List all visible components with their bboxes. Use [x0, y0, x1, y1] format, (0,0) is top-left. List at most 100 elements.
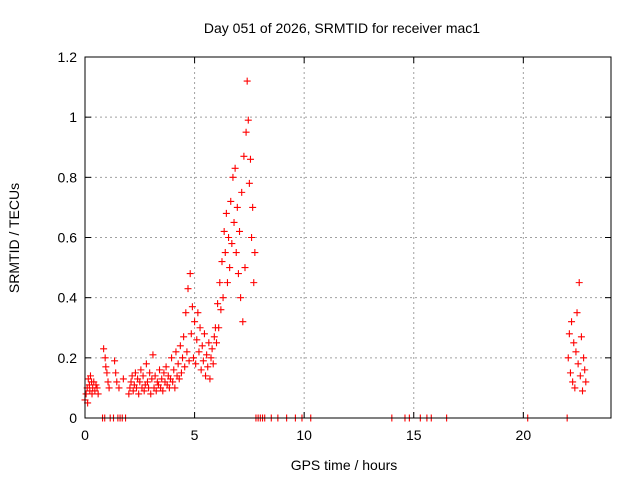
y-tick-label: 1: [69, 109, 77, 125]
data-point: [101, 354, 109, 362]
data-point: [244, 116, 252, 124]
y-tick-label: 0.8: [58, 169, 78, 185]
data-point: [196, 324, 204, 332]
data-point: [231, 164, 239, 172]
data-point: [192, 360, 200, 368]
tick-labels: 0 5 10 15 20 0 0.2 0.4 0.6 0.8 1 1.2: [58, 49, 532, 443]
data-point: [126, 384, 134, 392]
data-point: [185, 357, 193, 365]
data-point: [179, 354, 187, 362]
data-point: [160, 369, 168, 377]
data-point: [575, 279, 583, 287]
data-point: [102, 363, 110, 371]
data-point: [188, 303, 196, 311]
data-point: [243, 77, 251, 85]
data-point: [582, 378, 590, 386]
data-point: [573, 309, 581, 317]
data-point: [143, 378, 151, 386]
data-point: [230, 218, 238, 226]
data-point: [148, 375, 156, 383]
data-point: [94, 390, 102, 398]
data-point: [206, 375, 214, 383]
x-tick-label: 10: [296, 427, 312, 443]
x-axis-label: GPS time / hours: [291, 457, 398, 473]
data-point: [236, 227, 244, 235]
data-point: [232, 249, 240, 257]
data-point: [566, 369, 574, 377]
data-point: [202, 372, 210, 380]
data-point: [105, 384, 113, 392]
data-point: [131, 369, 139, 377]
data-point: [177, 369, 185, 377]
data-point: [184, 285, 192, 293]
y-axis-label: SRMTID / TECUs: [6, 183, 22, 293]
data-point: [199, 357, 207, 365]
y-tick-label: 0.4: [58, 290, 78, 306]
data-point: [151, 372, 159, 380]
data-point: [572, 348, 580, 356]
data-point: [249, 203, 257, 211]
data-point: [226, 264, 234, 272]
data-point: [149, 351, 157, 359]
data-point: [158, 375, 166, 383]
data-point: [139, 372, 147, 380]
y-tick-label: 1.2: [58, 49, 78, 65]
data-point: [207, 354, 215, 362]
data-point: [205, 339, 213, 347]
data-point: [577, 333, 585, 341]
data-point: [251, 249, 259, 257]
data-point: [228, 240, 236, 248]
data-point: [568, 318, 576, 326]
data-point: [189, 354, 197, 362]
data-point: [142, 360, 150, 368]
data-point: [217, 306, 225, 314]
data-point: [213, 339, 220, 347]
data-point: [180, 333, 188, 341]
data-point: [100, 345, 108, 353]
data-point: [579, 387, 587, 395]
data-point: [203, 351, 211, 359]
data-point: [245, 179, 253, 187]
data-point: [174, 360, 182, 368]
data-point: [92, 381, 100, 389]
data-point: [146, 369, 154, 377]
data-point: [111, 357, 119, 365]
data-point: [248, 234, 256, 241]
data-point: [103, 369, 111, 377]
data-point: [115, 384, 123, 392]
data-point: [136, 378, 144, 386]
data-point: [239, 318, 247, 326]
data-point: [204, 363, 212, 371]
data-point: [186, 270, 194, 278]
data-point: [198, 342, 206, 350]
data-point: [171, 384, 179, 392]
data-point: [140, 387, 148, 395]
data-point: [227, 197, 235, 205]
data-point: [181, 363, 189, 371]
data-point: [246, 155, 254, 163]
y-tick-label: 0.2: [58, 350, 78, 366]
data-point: [82, 390, 90, 398]
data-point: [222, 209, 230, 217]
data-point: [191, 318, 199, 326]
data-point: [104, 378, 112, 386]
data-point: [127, 378, 135, 386]
data-point: [218, 258, 226, 266]
data-point: [242, 128, 250, 136]
data-point: [208, 345, 216, 353]
data-point: [209, 360, 217, 368]
data-point: [569, 378, 577, 386]
plot-frame: [84, 56, 612, 419]
data-point: [237, 294, 245, 302]
data-point: [210, 333, 218, 341]
data-point: [220, 227, 228, 235]
data-point: [576, 372, 584, 380]
data-point: [135, 390, 143, 398]
data-point: [169, 378, 177, 386]
data-point: [187, 330, 195, 338]
data-point: [168, 354, 176, 362]
data-point: [570, 339, 578, 347]
data-point: [113, 378, 121, 386]
data-point: [182, 309, 190, 317]
